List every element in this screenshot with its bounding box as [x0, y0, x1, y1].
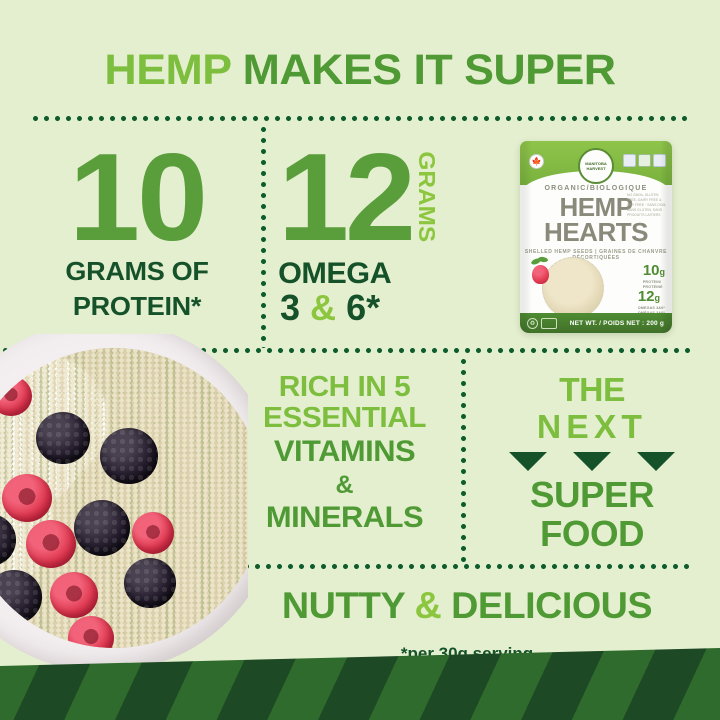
package-subtitle: SHELLED HEMP SEEDS | GRAINES DE CHANVRE …: [524, 249, 668, 261]
raspberry: [2, 474, 52, 522]
package-omega-caption2: OMÉGAS 3&6*: [638, 311, 665, 316]
stat-protein-label-line1: GRAMS OF: [65, 256, 209, 286]
package-bottom-icons: ♻: [527, 318, 557, 329]
yogurt-bowl-photo: [0, 334, 248, 692]
omega-3: 3: [280, 287, 301, 328]
raspberry: [132, 512, 174, 554]
package-protein-caption1: PROTEIN/: [642, 280, 662, 284]
superfood-triangles: [478, 452, 706, 471]
raspberry: [50, 572, 98, 618]
certification-strip-icon: [541, 318, 557, 329]
tagline-ampersand: &: [414, 585, 442, 626]
headline-phrase-makes-it-super: MAKES IT SUPER: [242, 46, 616, 94]
superfood-line3: SUPER: [530, 474, 654, 515]
triangle-down-icon: [573, 452, 611, 471]
omega-ampersand: &: [310, 287, 337, 328]
stat-protein-label-line2: PROTEIN*: [72, 291, 202, 321]
superfood-line2: NEXT: [536, 408, 648, 445]
package-title-line2: HEARTS: [544, 217, 648, 247]
stat-omega-label-omega: OMEGA: [278, 257, 392, 290]
organic-badge: [653, 154, 666, 167]
stat-omega-number: 12: [278, 129, 416, 267]
maple-leaf-icon: 🍁: [529, 154, 544, 169]
stat-protein: 10 GRAMS OF PROTEIN*: [22, 136, 252, 320]
recycle-icon: ♻: [527, 318, 538, 329]
package-organic-label: ORGANIC/BIOLOGIQUE: [544, 185, 648, 192]
package-certification-badges: [623, 154, 666, 167]
divider-vertical-upper: [261, 124, 266, 348]
blackberry: [100, 428, 158, 484]
omega-6: 6*: [346, 287, 381, 328]
vitamins-ampersand: &: [335, 471, 354, 499]
divider-bottom-horizontal: [230, 564, 692, 569]
stat-vitamins: RICH IN 5 ESSENTIAL VITAMINS & MINERALS: [232, 372, 457, 536]
package-nutrition-omega: 12g OMEGAS 3&6* OMÉGAS 3&6*: [638, 289, 665, 315]
strawberry-body: [532, 265, 549, 284]
stat-omega-grams-vertical: GRAMS: [413, 151, 440, 243]
blackberry: [74, 500, 130, 556]
superfood-line1: THE: [559, 371, 625, 408]
triangle-down-icon: [637, 452, 675, 471]
vitamins-line3: VITAMINS: [273, 435, 416, 468]
divider-top-horizontal: [30, 116, 692, 121]
blackberry: [0, 514, 16, 566]
package-title: HEMP HEARTS: [520, 192, 672, 247]
headline-word-hemp: HEMP: [104, 46, 231, 94]
vitamins-line2: ESSENTIAL: [263, 402, 427, 434]
package-strawberry-image: [528, 254, 554, 284]
package-net-weight: NET WT. / POIDS NET : 200 g: [569, 319, 664, 327]
divider-vertical-lower: [461, 356, 466, 564]
raspberry: [68, 616, 114, 648]
stat-omega: 12 GRAMS OMEGA 3 & 6*: [278, 129, 470, 327]
stat-protein-number: 10: [69, 129, 208, 267]
superfood-line4: FOOD: [539, 513, 645, 554]
stat-omega-number-row: 12 GRAMS: [278, 129, 470, 267]
divider-middle-horizontal: [0, 348, 692, 353]
triangle-down-icon: [509, 452, 547, 471]
footer-tagline: NUTTY & DELICIOUS: [227, 586, 706, 626]
package-omega-caption1: OMEGAS 3&6*: [637, 306, 665, 310]
blackberry: [124, 558, 176, 608]
package-nutrition-protein: 10g PROTEIN/ PROTÉINE: [643, 263, 665, 289]
bowl-contents: [0, 348, 248, 648]
package-side-description: NO GMOs, GLUTEN FREE, DAIRY FREE & SOY F…: [627, 193, 667, 217]
package-protein-amount: 10g: [642, 262, 665, 279]
manitoba-harvest-logo: MANITOBA HARVEST: [578, 148, 614, 184]
package-protein-caption2: PROTÉINE: [642, 284, 663, 289]
vitamins-line1: RICH IN 5: [278, 371, 411, 403]
package-hemp-seed-bowl-image: [542, 257, 604, 319]
raspberry: [26, 520, 76, 568]
package-bottom-band: NET WT. / POIDS NET : 200 g: [520, 313, 672, 333]
stat-omega-labels: OMEGA 3 & 6*: [278, 257, 470, 327]
page-title: HEMP MAKES IT SUPER: [0, 47, 720, 93]
kosher-badge: [638, 154, 651, 167]
product-package-hemp-hearts[interactable]: 🍁 MANITOBA HARVEST ORGANIC/BIOLOGIQUE HE…: [520, 141, 672, 333]
raspberry: [0, 376, 32, 416]
stat-superfood: THE NEXT SUPER FOOD: [478, 372, 706, 553]
tagline-part2: DELICIOUS: [441, 585, 653, 626]
package-omega-amount: 12g: [637, 288, 661, 305]
tagline-part1: NUTTY: [281, 585, 415, 626]
blackberry: [36, 412, 90, 464]
non-gmo-badge: [623, 154, 636, 167]
stat-omega-label-3-and-6: 3 & 6*: [280, 289, 470, 327]
package-title-line1: HEMP: [559, 192, 633, 222]
vitamins-line5: MINERALS: [265, 501, 424, 534]
